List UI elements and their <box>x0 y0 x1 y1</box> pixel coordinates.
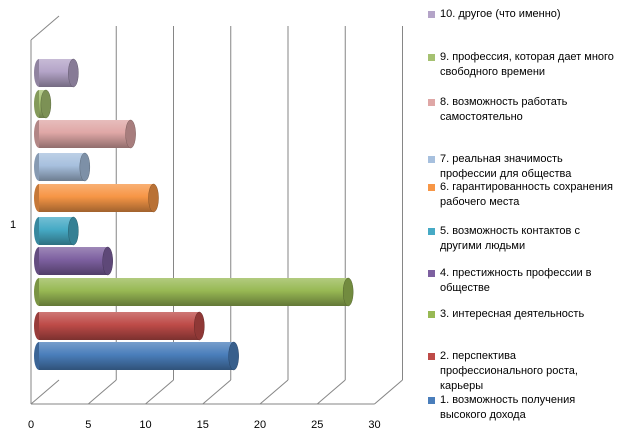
legend-swatch <box>428 99 435 106</box>
legend-label: 3. интересная деятельность <box>440 308 585 320</box>
x-tick-label: 5 <box>85 419 91 431</box>
x-tick-label: 30 <box>368 419 380 431</box>
legend-swatch <box>428 228 435 235</box>
bar-cap <box>194 311 205 341</box>
legend-label: 5. возможность контактов с другими людьм… <box>440 225 580 252</box>
legend: 10. другое (что именно) 9. профессия, кот… <box>428 0 622 444</box>
bar-cap <box>68 216 79 246</box>
x-tick-label: 0 <box>28 419 34 431</box>
x-tick-label: 20 <box>254 419 266 431</box>
bar-3 <box>34 277 354 307</box>
bar-body <box>39 153 85 181</box>
category-label: 1 <box>10 219 16 231</box>
bar-8 <box>34 119 136 149</box>
bar-cap <box>148 183 159 213</box>
bar-7 <box>34 152 91 182</box>
bar-cap <box>79 152 91 182</box>
bar-body <box>39 278 349 306</box>
bar-body <box>39 312 200 340</box>
legend-label: 10. другое (что именно) <box>440 8 561 20</box>
gridline-floor <box>145 379 174 405</box>
legend-swatch <box>428 11 435 18</box>
legend-swatch <box>428 156 435 163</box>
x-tick-label: 15 <box>197 419 209 431</box>
bar-body <box>39 217 74 245</box>
bar-cap <box>102 246 113 276</box>
wall-edge <box>30 15 60 41</box>
bar-cap <box>125 119 136 149</box>
bar-10 <box>34 58 79 88</box>
bar-body <box>39 342 234 370</box>
bar-1 <box>34 341 239 371</box>
bar-6 <box>34 183 159 213</box>
bar-9 <box>34 89 52 119</box>
legend-label: 1. возможность получения высокого дохода <box>440 394 576 421</box>
floor-edge <box>30 379 60 405</box>
x-axis-ticks: 0 5 10 15 20 25 30 <box>28 419 381 431</box>
x-tick-label: 25 <box>311 419 323 431</box>
bar-2 <box>34 311 205 341</box>
legend-label: 4. престижность профессии в обществе <box>440 267 592 294</box>
legend-label: 9. профессия, которая дает много свободн… <box>440 51 614 78</box>
bar-body <box>39 184 154 212</box>
bar-cap <box>342 277 354 307</box>
legend-label: 2. перспектива профессионального роста, … <box>440 350 578 392</box>
bars <box>34 58 354 371</box>
legend-label: 8. возможность работать самостоятельно <box>440 96 568 123</box>
gridline-floor <box>374 379 403 405</box>
gridline-floor <box>202 379 232 405</box>
legend-swatch <box>428 54 435 61</box>
gridline-floor <box>87 379 117 405</box>
legend-swatch <box>428 353 435 360</box>
legend-swatch <box>428 397 435 404</box>
bar-body <box>39 120 131 148</box>
x-tick-label: 10 <box>139 419 151 431</box>
legend-swatch <box>428 311 435 318</box>
legend-swatch <box>428 270 435 277</box>
bar-cap <box>68 58 79 88</box>
bar-body <box>39 59 74 87</box>
bar-body <box>39 247 108 275</box>
gridline-floor <box>259 379 289 405</box>
legend-label: 7. реальная значимость профессии для общ… <box>440 153 572 180</box>
bar-cap <box>40 89 52 119</box>
legend-swatch <box>428 184 435 191</box>
gridline-floor <box>316 379 346 405</box>
bar-4 <box>34 246 113 276</box>
bar-cap <box>228 341 239 371</box>
bar-5 <box>34 216 79 246</box>
legend-label: 6. гарантированность сохранения рабочего… <box>440 181 613 208</box>
